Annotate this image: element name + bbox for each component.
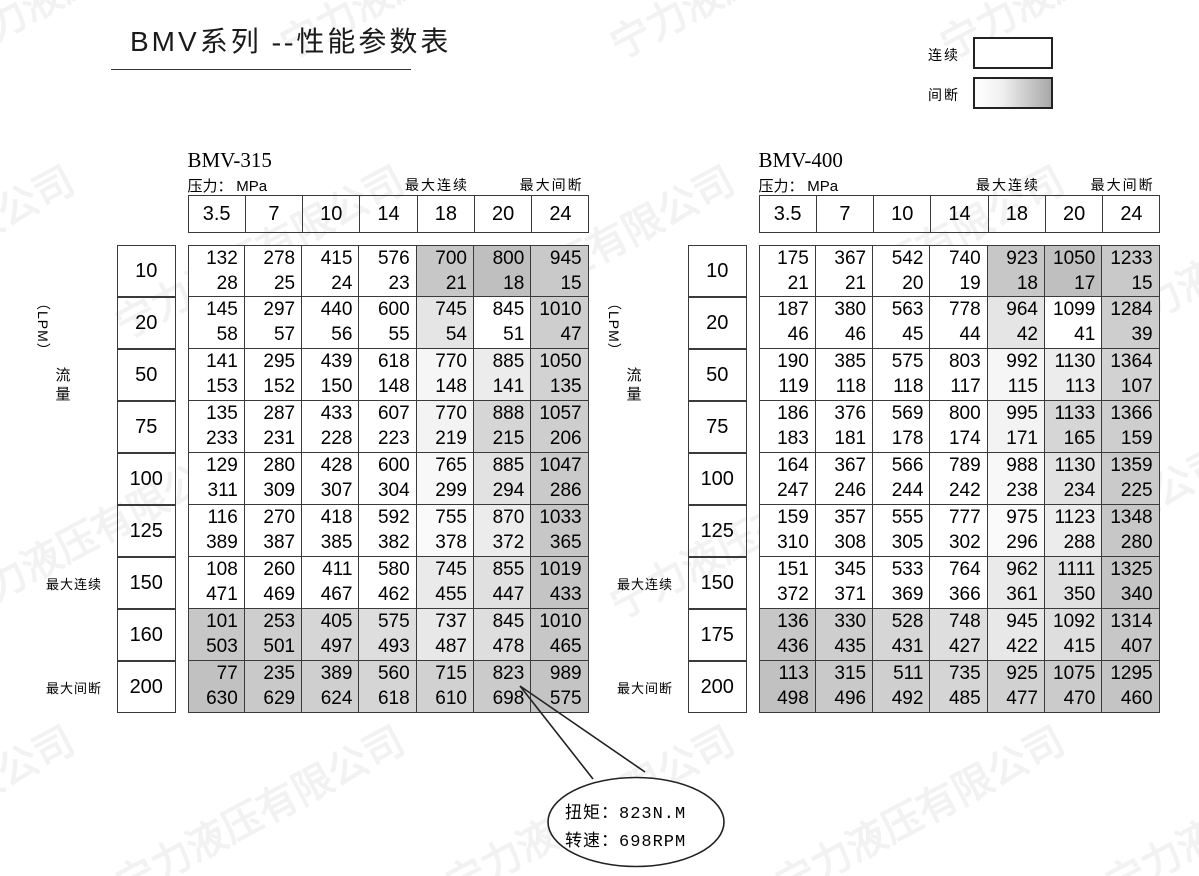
svg-text:宁力液压有限公司: 宁力液压有限公司: [1098, 718, 1199, 876]
svg-text:宁力液压有限公司: 宁力液压有限公司: [438, 718, 742, 876]
svg-text:宁力液压有限公司: 宁力液压有限公司: [0, 718, 82, 876]
svg-text:宁力液压有限公司: 宁力液压有限公司: [108, 718, 412, 876]
svg-text:宁力液压有限公司: 宁力液压有限公司: [603, 0, 907, 68]
svg-text:宁力液压有限公司: 宁力液压有限公司: [768, 718, 1072, 876]
